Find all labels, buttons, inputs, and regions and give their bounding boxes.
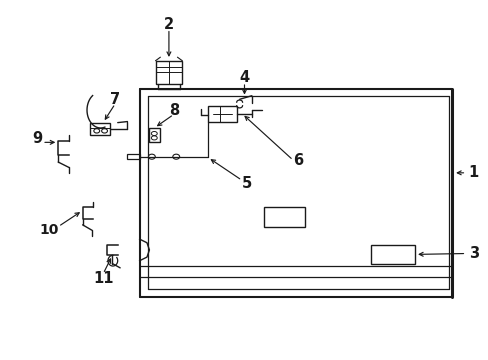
Bar [264, 207, 305, 226]
Text: 9: 9 [32, 131, 42, 146]
Text: 11: 11 [93, 271, 113, 286]
Text: 8: 8 [168, 103, 179, 118]
Text: 2: 2 [163, 17, 174, 32]
Bar [90, 123, 110, 135]
Text: 7: 7 [110, 92, 120, 107]
Bar [149, 129, 159, 142]
Text: 1: 1 [468, 165, 478, 180]
Text: 3: 3 [468, 246, 478, 261]
Bar [155, 61, 182, 84]
Bar [370, 244, 414, 264]
Text: 6: 6 [293, 153, 303, 168]
Text: 5: 5 [242, 176, 251, 191]
Bar [207, 105, 237, 122]
Bar [127, 154, 140, 159]
Text: 4: 4 [239, 70, 249, 85]
Text: 10: 10 [40, 223, 59, 237]
